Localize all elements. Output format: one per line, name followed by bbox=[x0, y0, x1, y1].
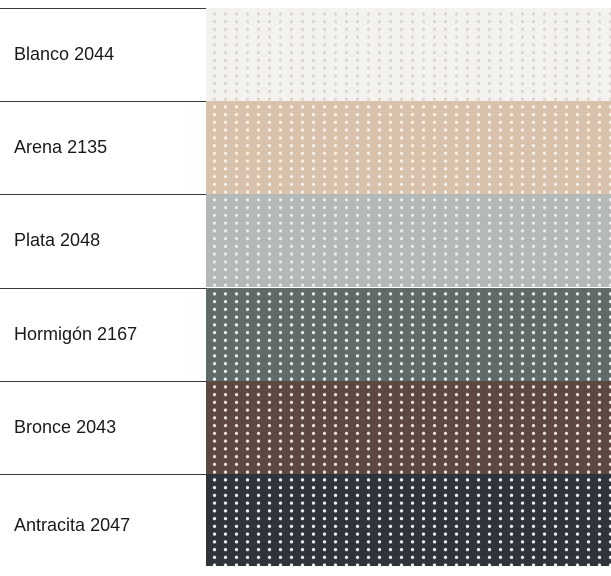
swatch-name: Plata bbox=[14, 230, 56, 250]
swatch-code: 2047 bbox=[90, 515, 131, 535]
swatch-name: Antracita bbox=[14, 515, 86, 535]
fabric-swatch bbox=[206, 194, 611, 287]
swatch-row-arena: Arena 2135 bbox=[0, 101, 611, 194]
row-divider bbox=[0, 288, 206, 289]
fabric-swatch bbox=[206, 8, 611, 101]
row-divider bbox=[0, 474, 206, 475]
row-divider bbox=[0, 101, 206, 102]
swatch-code: 2043 bbox=[76, 417, 117, 437]
fabric-swatch bbox=[206, 288, 611, 381]
swatch-row-blanco: Blanco 2044 bbox=[0, 8, 611, 101]
swatch-name: Arena bbox=[14, 137, 63, 157]
swatch-name: Hormigón bbox=[14, 324, 93, 344]
swatch-label: Plata 2048 bbox=[14, 194, 100, 287]
swatch-row-plata: Plata 2048 bbox=[0, 194, 611, 287]
swatch-label: Antracita 2047 bbox=[14, 474, 130, 566]
fabric-swatch bbox=[206, 474, 611, 566]
row-divider bbox=[0, 8, 206, 9]
swatch-row-hormigon: Hormigón 2167 bbox=[0, 288, 611, 381]
swatch-label: Bronce 2043 bbox=[14, 381, 116, 474]
row-divider bbox=[0, 194, 206, 195]
swatch-code: 2044 bbox=[74, 44, 115, 64]
swatch-name: Bronce bbox=[14, 417, 72, 437]
swatch-code: 2167 bbox=[97, 324, 138, 344]
swatch-row-antracita: Antracita 2047 bbox=[0, 474, 611, 566]
row-divider bbox=[0, 381, 206, 382]
swatch-label: Hormigón 2167 bbox=[14, 288, 137, 381]
swatch-code: 2135 bbox=[67, 137, 108, 157]
fabric-swatch bbox=[206, 101, 611, 194]
swatch-code: 2048 bbox=[60, 230, 101, 250]
swatch-label: Arena 2135 bbox=[14, 101, 107, 194]
swatch-row-bronce: Bronce 2043 bbox=[0, 381, 611, 474]
swatch-label: Blanco 2044 bbox=[14, 8, 114, 101]
swatch-name: Blanco bbox=[14, 44, 70, 64]
fabric-swatch bbox=[206, 381, 611, 474]
